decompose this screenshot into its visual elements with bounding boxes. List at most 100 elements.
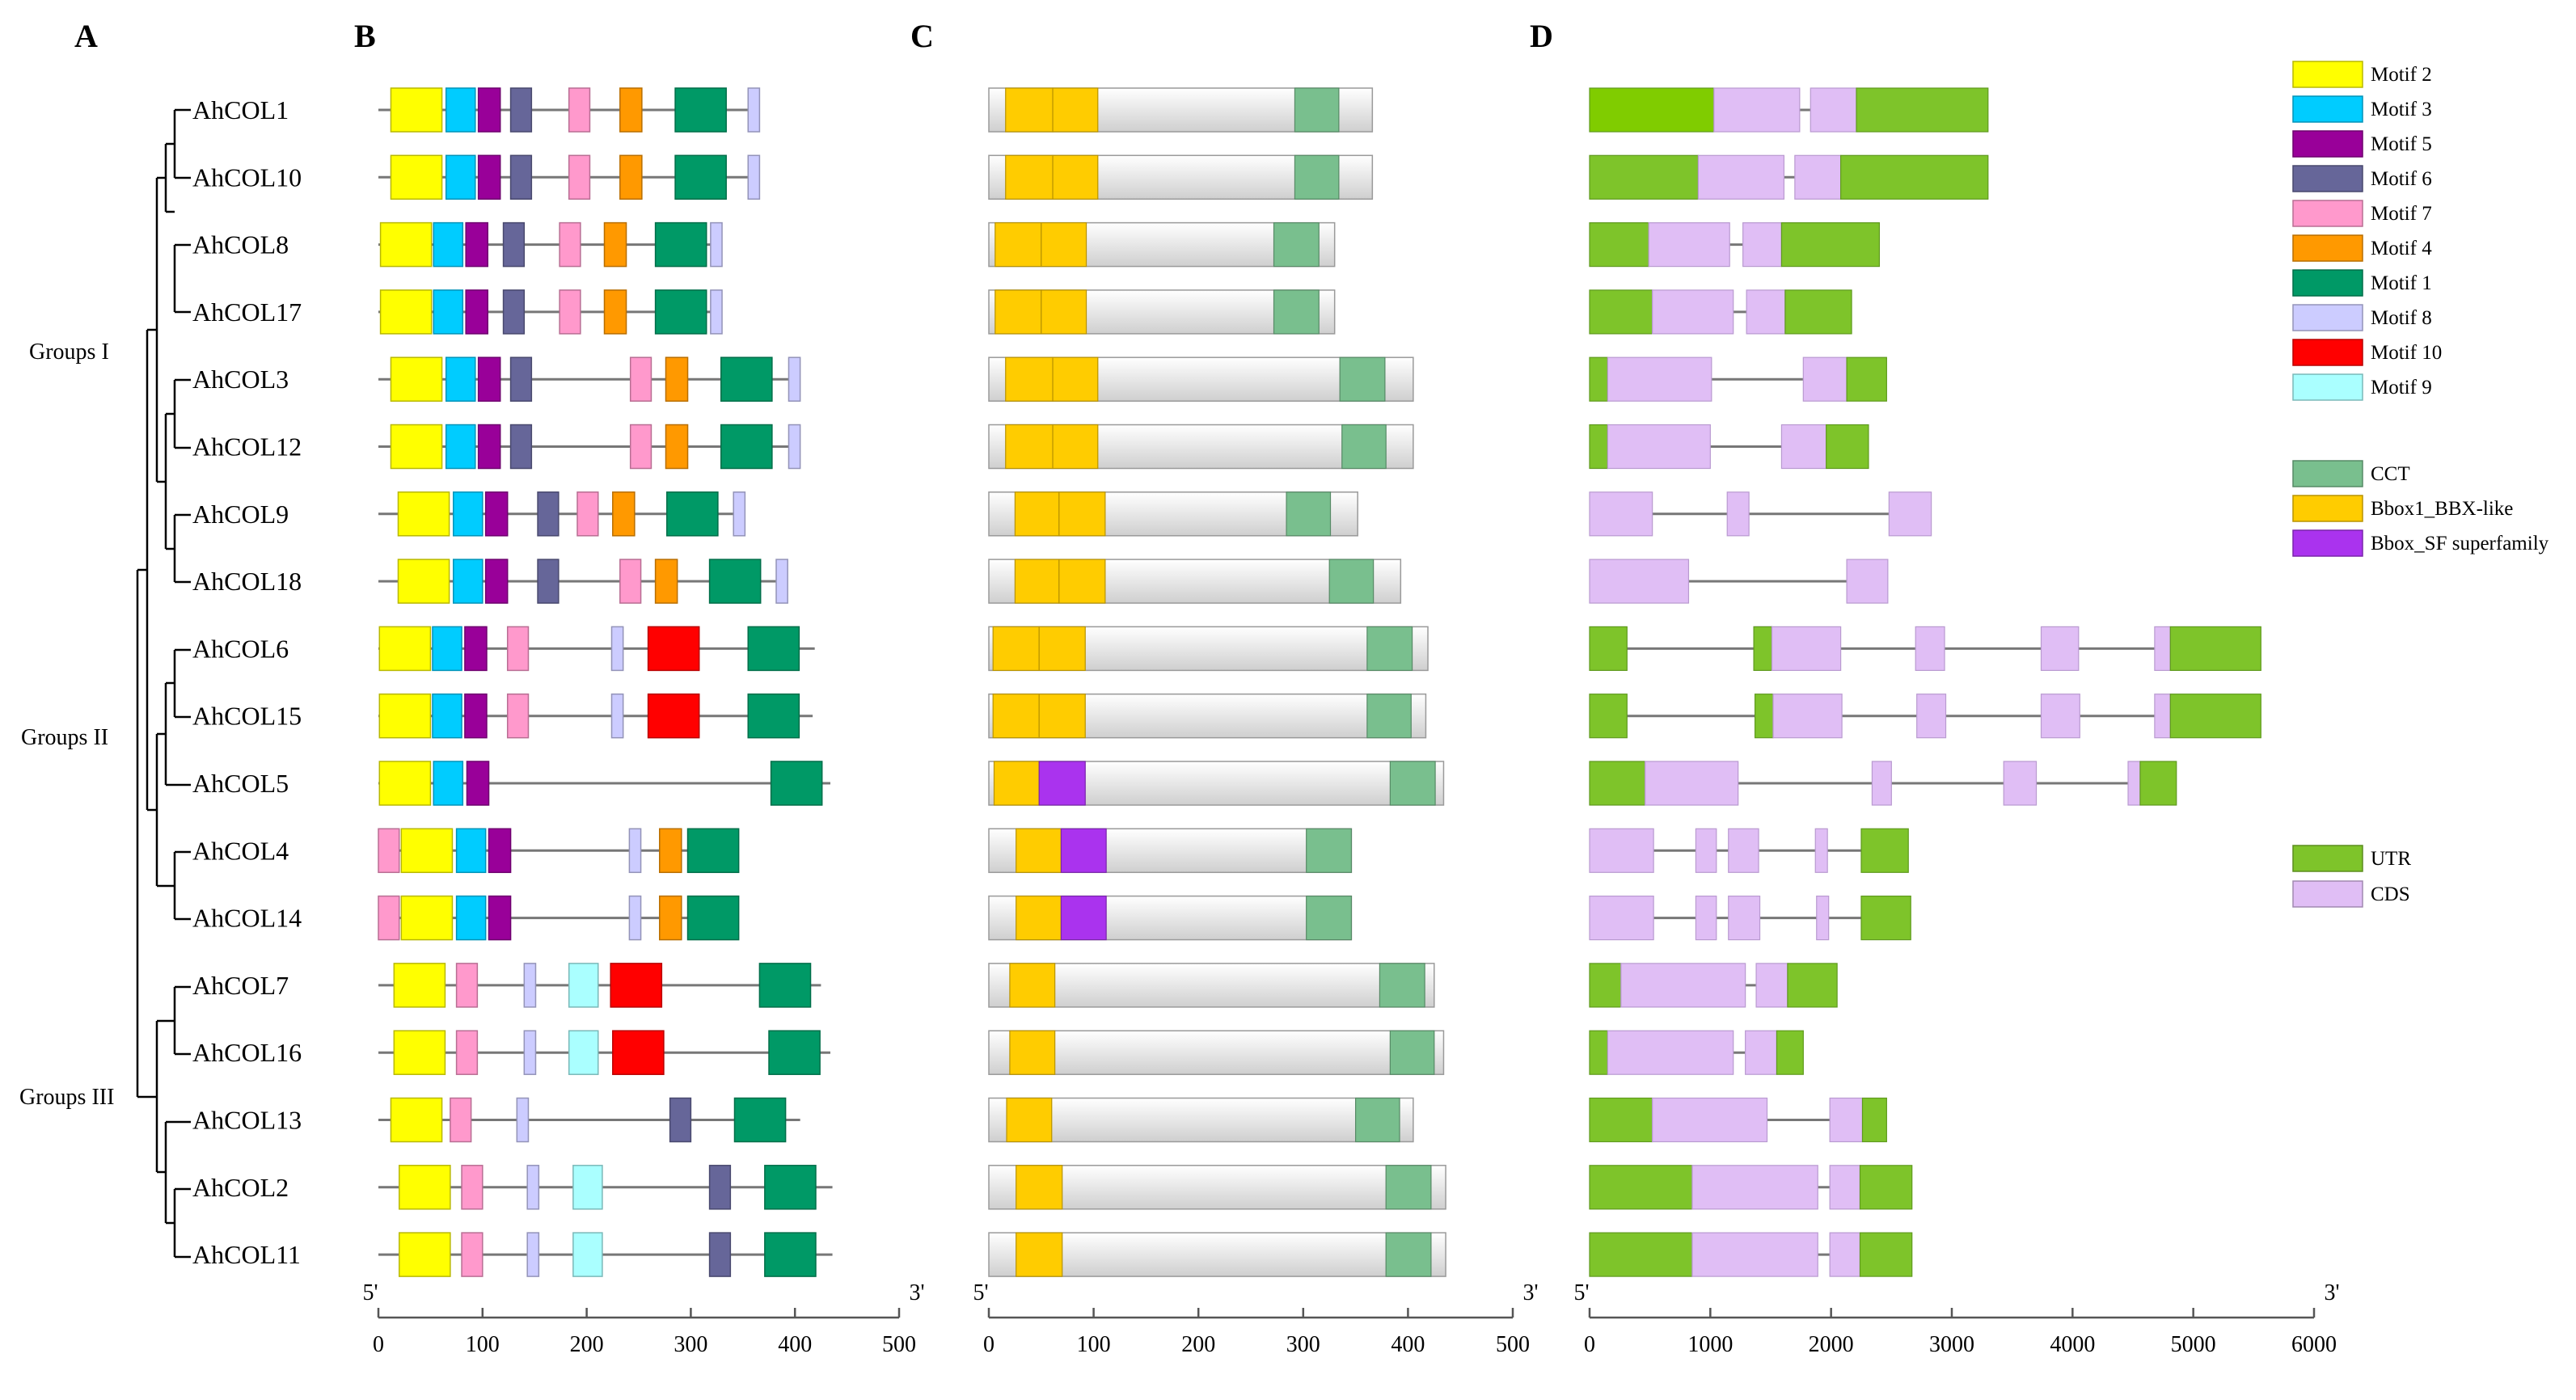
motif-8-box (610, 626, 624, 672)
utr-box (1826, 424, 1869, 470)
axis-tick-label: 400 (778, 1332, 812, 1357)
bbox1-domain (1009, 1030, 1056, 1075)
legend-swatch-bbox-sf (2292, 529, 2363, 557)
tree-branch (173, 1187, 191, 1259)
cds-box (1916, 694, 1947, 739)
cds-box (2154, 694, 2171, 739)
bbox1-domain (1005, 356, 1054, 402)
motif-6-box (509, 424, 533, 470)
motif-4-box (665, 424, 689, 470)
motif-4-box (659, 895, 682, 941)
cds-box (1802, 356, 1848, 402)
motif-1-box (654, 289, 707, 335)
bbox1-domain (1058, 491, 1106, 537)
utr-box (1860, 895, 1911, 941)
motif-7-box (629, 424, 652, 470)
gene-label: AhCOL7 (192, 971, 289, 1000)
motif-8-box (710, 221, 723, 268)
protein-bar (988, 1165, 1446, 1210)
motif-2-box (390, 87, 443, 133)
cds-box (1589, 828, 1654, 873)
legend-swatch-motif-6 (2292, 165, 2363, 192)
motif-3-box (445, 424, 476, 470)
legend-label: Motif 10 (2371, 342, 2442, 364)
cct-domain (1294, 87, 1340, 133)
motif-9-box (572, 1165, 603, 1210)
bbox1-domain (1016, 895, 1062, 941)
cds-box (1607, 1030, 1734, 1075)
motif-5-box (465, 289, 488, 335)
legends: Motif 2 Motif 3 Motif 5 Motif 6 Motif 7 Motif… (2292, 61, 2549, 908)
domain-panel (988, 87, 1446, 1277)
tree-branch (173, 243, 191, 314)
motif-5-box (488, 828, 512, 874)
tree-branch (146, 328, 157, 812)
bbox1-domain (992, 694, 1040, 739)
motif-4-box (659, 828, 682, 874)
axis-tick-label: 500 (1496, 1332, 1530, 1357)
utr-box (1589, 761, 1646, 806)
legend-label: Motif 4 (2371, 238, 2432, 259)
legend-label: Motif 9 (2371, 377, 2432, 398)
gene-structure-panel (1589, 87, 2261, 1277)
cct-domain (1273, 222, 1320, 268)
motif-9-box (568, 963, 599, 1008)
bbox1-domain (1058, 559, 1106, 604)
motif-5-box (488, 895, 512, 941)
legend-label: Motif 1 (2371, 272, 2432, 294)
motif-7-box (559, 221, 581, 268)
cds-box (1772, 694, 1843, 739)
legend-label: Motif 7 (2371, 203, 2432, 225)
motif-5-box (484, 559, 509, 604)
cds-box (2127, 761, 2141, 806)
motif-8-box (628, 895, 642, 941)
legend-swatch-motif-9 (2292, 373, 2363, 401)
motif-5-box (464, 626, 488, 672)
motif-10-box (610, 963, 663, 1008)
gene-label: AhCOL13 (192, 1106, 302, 1135)
axis-tick-label: 0 (983, 1332, 995, 1357)
motif-2-box (397, 491, 450, 537)
legend-swatch-cct (2292, 460, 2363, 487)
cds-box (1829, 1165, 1861, 1210)
cds-box (1648, 222, 1730, 268)
motif-1-box (733, 1097, 787, 1143)
gene-label: AhCOL14 (192, 904, 302, 933)
gene-label: AhCOL8 (192, 230, 289, 259)
axis-tick-label: 0 (1584, 1332, 1595, 1357)
motif-4-box (654, 559, 678, 604)
cds-box (2003, 761, 2038, 806)
cds-box (1742, 222, 1783, 268)
bbox1-domain (1005, 424, 1054, 470)
utr-box (1589, 154, 1699, 200)
motif-1-box (666, 491, 719, 537)
cds-box (1846, 559, 1889, 604)
motif-2-box (400, 828, 454, 874)
legend-label: Motif 3 (2371, 99, 2432, 120)
motif-1-box (764, 1165, 817, 1210)
cds-box (1814, 828, 1828, 873)
cds-box (1726, 491, 1750, 537)
motif-4-box (665, 356, 689, 402)
bbox1-domain (1052, 154, 1099, 200)
cds-box (1728, 828, 1759, 873)
motif-4-box (619, 154, 643, 200)
motif-4-box (612, 491, 636, 537)
utr-box (1859, 1232, 1913, 1277)
tree-branch (164, 681, 191, 786)
motif-4-box (603, 289, 627, 335)
legend-label: CDS (2371, 883, 2410, 905)
cds-box (1816, 895, 1830, 941)
tree-branch (164, 142, 175, 213)
motif-1-box (674, 154, 727, 200)
cct-domain (1385, 1165, 1432, 1210)
tree-branch (173, 985, 191, 1056)
utr-box (1856, 87, 1989, 133)
cct-domain (1306, 828, 1353, 873)
gene-label: AhCOL6 (192, 634, 289, 663)
motif-4-box (619, 87, 643, 133)
bbox1-domain (1038, 626, 1086, 672)
utr-box (2169, 626, 2261, 672)
cct-domain (1366, 626, 1413, 672)
